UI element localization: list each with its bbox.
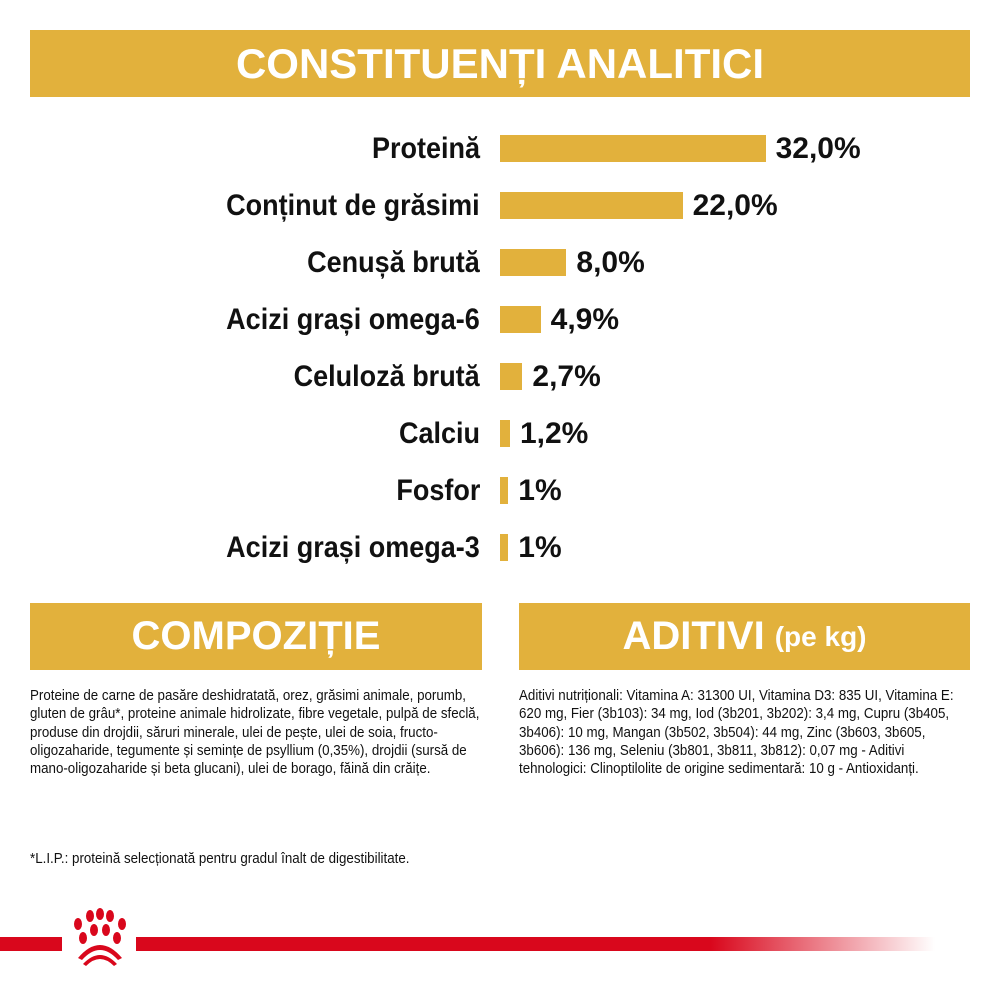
logo-gap [62, 930, 136, 960]
value-label: 1% [518, 531, 562, 564]
value-label: 2,7% [532, 360, 601, 393]
additives-title: ADITIVI [622, 614, 765, 658]
bar [500, 192, 683, 219]
composition-text: Proteine de carne de pasăre deshidratată… [30, 688, 480, 778]
composition-title: COMPOZIȚIE [131, 614, 381, 658]
value-label: 32,0% [775, 132, 861, 165]
bar [500, 306, 541, 333]
category-label: Fosfor [396, 474, 480, 507]
bar [500, 477, 509, 504]
bar [500, 420, 510, 447]
chart-row: Acizi grași omega-3 1% [0, 528, 1000, 568]
category-label: Acizi grași omega-3 [226, 531, 480, 564]
chart-row: Fosfor 1% [0, 471, 1000, 511]
composition-header: COMPOZIȚIE [30, 603, 482, 670]
analytic-constituents-header: CONSTITUENȚI ANALITICI [30, 30, 970, 97]
bar [500, 135, 766, 162]
additives-header: ADITIVI (pe kg) [519, 603, 970, 670]
chart-row: Cenușă brută 8,0% [0, 243, 1000, 283]
composition-note: *L.I.P.: proteină selecționată pentru gr… [30, 851, 410, 867]
header-title: CONSTITUENȚI ANALITICI [235, 39, 765, 87]
category-label: Calciu [398, 417, 480, 450]
additives-text: Aditivi nutriționali: Vitamina A: 31300 … [519, 688, 954, 778]
category-label: Celuloză brută [293, 360, 480, 393]
bar [500, 534, 509, 561]
value-label: 22,0% [692, 189, 778, 222]
value-label: 1% [518, 474, 562, 507]
bar [500, 249, 567, 276]
value-label: 8,0% [576, 246, 645, 279]
category-label: Acizi grași omega-6 [226, 303, 480, 336]
chart-row: Acizi grași omega-6 4,9% [0, 300, 1000, 340]
royal-canin-crown-icon [74, 908, 126, 966]
chart-row: Calciu 1,2% [0, 414, 1000, 454]
bar [500, 363, 523, 390]
chart-row: Conținut de grăsimi 22,0% [0, 186, 1000, 226]
value-label: 1,2% [519, 417, 589, 450]
brand-stripe [0, 937, 935, 951]
chart-row: Celuloză brută 2,7% [0, 357, 1000, 397]
chart-row: Proteină 32,0% [0, 129, 1000, 169]
additives-subtitle: (pe kg) [774, 620, 867, 652]
value-label: 4,9% [550, 303, 620, 336]
category-label: Proteină [371, 132, 480, 165]
category-label: Conținut de grăsimi [226, 189, 480, 222]
category-label: Cenușă brută [307, 246, 480, 279]
